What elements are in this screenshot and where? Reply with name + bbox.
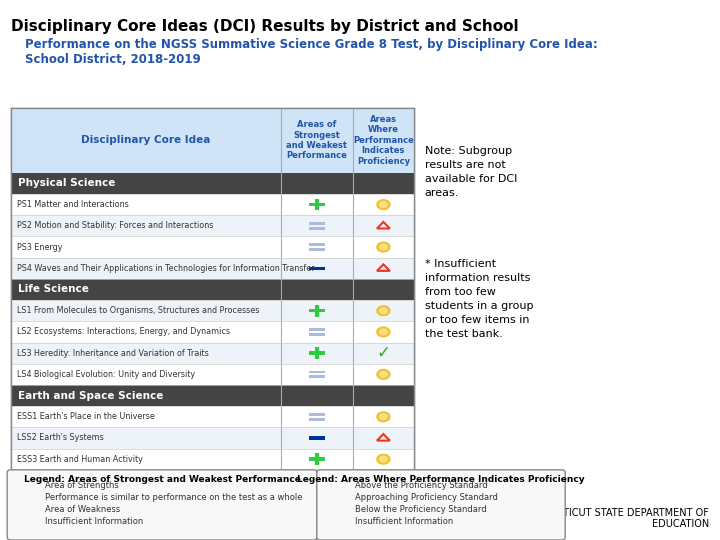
Text: Areas
Where
Performance
Indicates
Proficiency: Areas Where Performance Indicates Profic… xyxy=(353,115,414,166)
Text: ★: ★ xyxy=(333,515,344,528)
Text: LS3 Heredity: Inheritance and Variation of Traits: LS3 Heredity: Inheritance and Variation … xyxy=(17,349,208,357)
Text: LSS2 Earth's Systems: LSS2 Earth's Systems xyxy=(17,434,103,442)
Text: Performance on the NGSS Summative Science Grade 8 Test, by Disciplinary Core Ide: Performance on the NGSS Summative Scienc… xyxy=(25,38,598,66)
Text: PS2 Motion and Stability: Forces and Interactions: PS2 Motion and Stability: Forces and Int… xyxy=(17,221,213,231)
Text: Legend: Areas Where Performance Indicates Proficiency: Legend: Areas Where Performance Indicate… xyxy=(297,475,585,484)
Text: Area of Strengths: Area of Strengths xyxy=(45,482,119,490)
Text: Below the Proficiency Standard: Below the Proficiency Standard xyxy=(355,505,487,514)
Text: ★: ★ xyxy=(23,515,35,528)
Text: Performance is similar to performance on the test as a whole: Performance is similar to performance on… xyxy=(45,494,303,502)
Text: Approaching Proficiency Standard: Approaching Proficiency Standard xyxy=(355,494,498,502)
Text: Legend: Areas of Strongest and Weakest Performance: Legend: Areas of Strongest and Weakest P… xyxy=(24,475,300,484)
Text: Note: Subgroup
results are not
available for DCI
areas.: Note: Subgroup results are not available… xyxy=(425,146,517,198)
Text: * Insufficient
information results
from too few
students in a group
or too few i: * Insufficient information results from … xyxy=(425,259,534,339)
Text: PS4 Waves and Their Applications in Technologies for Information Transfer: PS4 Waves and Their Applications in Tech… xyxy=(17,264,314,273)
Text: LS2 Ecosystems: Interactions, Energy, and Dynamics: LS2 Ecosystems: Interactions, Energy, an… xyxy=(17,327,230,336)
Text: LS1 From Molecules to Organisms, Structures and Processes: LS1 From Molecules to Organisms, Structu… xyxy=(17,306,259,315)
Text: Area of Weakness: Area of Weakness xyxy=(45,505,121,514)
Text: PS1 Matter and Interactions: PS1 Matter and Interactions xyxy=(17,200,128,209)
Text: Insufficient Information: Insufficient Information xyxy=(355,517,453,526)
Text: Above the Proficiency Standard: Above the Proficiency Standard xyxy=(355,482,487,490)
Text: LS4 Biological Evolution: Unity and Diversity: LS4 Biological Evolution: Unity and Dive… xyxy=(17,370,194,379)
Text: PS3 Energy: PS3 Energy xyxy=(17,242,62,252)
Text: CONNECTICUT STATE DEPARTMENT OF
EDUCATION: CONNECTICUT STATE DEPARTMENT OF EDUCATIO… xyxy=(521,508,709,529)
Text: ✓: ✓ xyxy=(377,344,390,362)
Text: Life Science: Life Science xyxy=(18,285,89,294)
Text: Disciplinary Core Ideas (DCI) Results by District and School: Disciplinary Core Ideas (DCI) Results by… xyxy=(11,19,518,34)
Text: Earth and Space Science: Earth and Space Science xyxy=(18,390,163,401)
Text: Insufficient Information: Insufficient Information xyxy=(45,517,143,526)
Text: Disciplinary Core Idea: Disciplinary Core Idea xyxy=(81,136,210,145)
Text: ESS1 Earth's Place in the Universe: ESS1 Earth's Place in the Universe xyxy=(17,412,154,421)
Text: Areas of
Strongest
and Weakest
Performance: Areas of Strongest and Weakest Performan… xyxy=(287,120,347,160)
Text: Physical Science: Physical Science xyxy=(18,178,115,188)
Text: ESS3 Earth and Human Activity: ESS3 Earth and Human Activity xyxy=(17,455,143,464)
Text: ✓: ✓ xyxy=(331,477,346,495)
Text: CSDE: CSDE xyxy=(18,498,55,511)
